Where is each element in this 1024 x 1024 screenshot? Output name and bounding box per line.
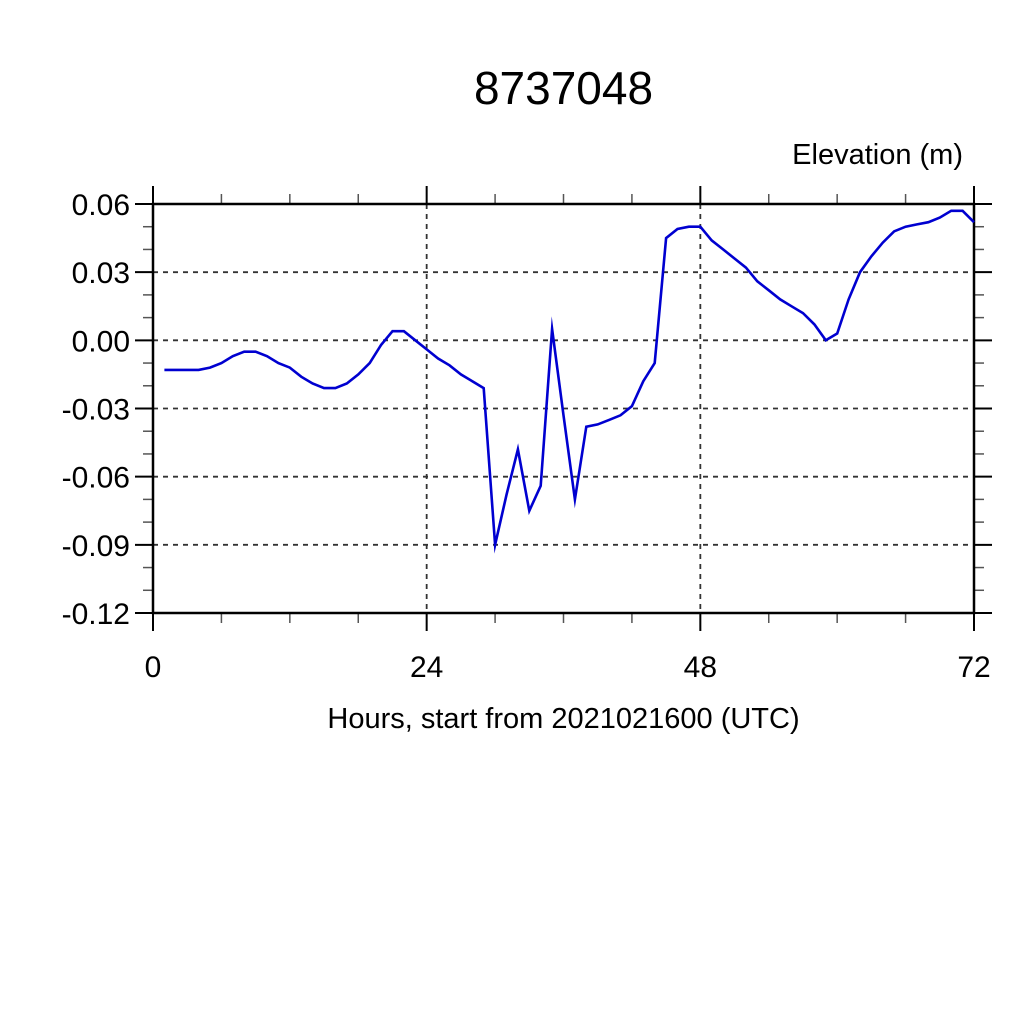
axis-ticks (135, 186, 992, 631)
tick-labels: 0.06 0.03 0.00 -0.03 -0.06 -0.09 -0.12 0 24 48 72 (62, 189, 991, 684)
x-tick-label: 24 (410, 651, 443, 684)
data-series-layer (164, 209, 975, 554)
y-axis-unit-label: Elevation (m) (792, 139, 963, 171)
x-tick-label: 0 (145, 651, 162, 684)
chart-title: 8737048 (474, 62, 653, 114)
y-tick-label: -0.03 (62, 394, 130, 427)
x-tick-label: 72 (957, 651, 990, 684)
plot-frame (151, 202, 976, 615)
y-tick-label: 0.06 (72, 189, 130, 222)
y-tick-label: 0.00 (72, 325, 130, 358)
x-tick-label: 48 (684, 651, 717, 684)
elevation-line (164, 209, 975, 554)
y-tick-label: 0.03 (72, 257, 130, 290)
y-tick-label: -0.12 (62, 598, 130, 631)
y-tick-label: -0.09 (62, 530, 130, 563)
y-tick-label: -0.06 (62, 462, 130, 495)
x-axis-label: Hours, start from 2021021600 (UTC) (327, 703, 799, 735)
